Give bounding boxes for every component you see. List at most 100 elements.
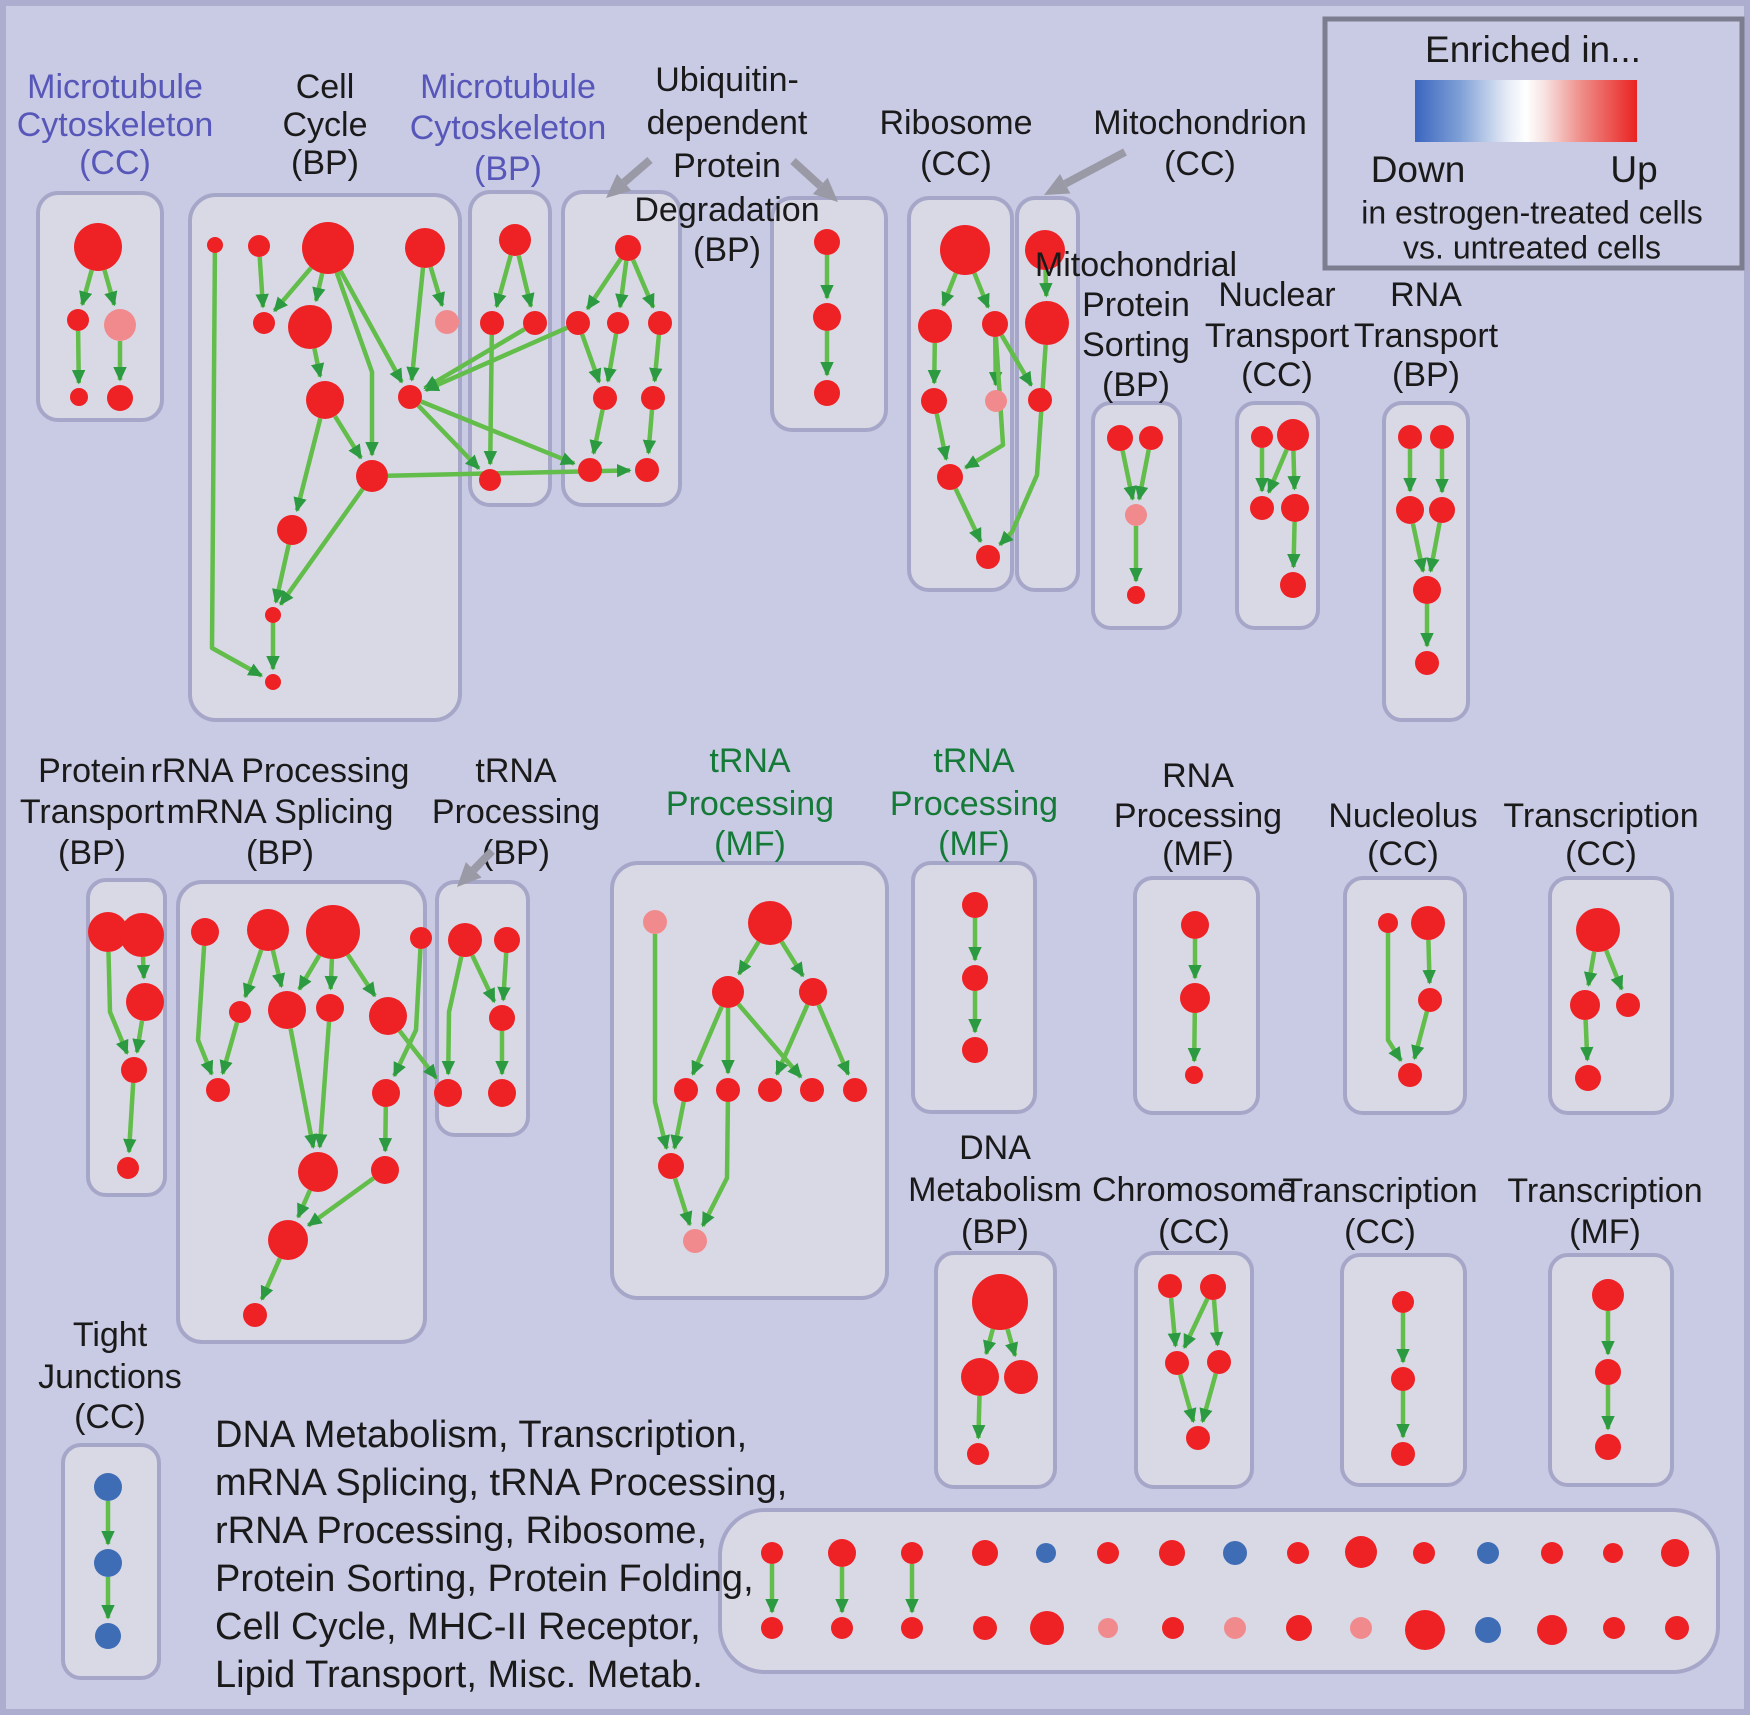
- go-edge-cell-cycle-bp: [209, 252, 263, 678]
- group-label-transcription-cc-row3: (CC): [1344, 1213, 1416, 1251]
- go-term-node-trna-processing-mf-large-9: [658, 1153, 684, 1179]
- go-edge-microtubule-cytoskeleton-bp: [516, 255, 535, 308]
- go-term-node-dna-metabolism-bp-2: [1004, 1360, 1038, 1394]
- group-label-trna-processing-bp: Processing: [432, 793, 600, 831]
- group-label-ubiquitin-dependent-protein-degradation-bp: Ubiquitin-: [655, 61, 799, 99]
- go-term-node-dna-metabolism-bp-0: [972, 1274, 1028, 1330]
- go-term-node-ubiquitin-dependent-protein-degradation-bp-1: [566, 311, 590, 335]
- group-label-tight-junctions-cc: (CC): [74, 1398, 146, 1436]
- go-edge-ubiquitin-dependent-protein-degradation-bp: [589, 409, 605, 455]
- go-term-node-nuclear-transport-cc-4: [1280, 572, 1306, 598]
- go-edge-trna-processing-mf-large: [816, 1004, 851, 1076]
- go-term-node-tight-junctions-cc-1: [94, 1549, 122, 1577]
- note-line: DNA Metabolism, Transcription,: [215, 1414, 747, 1456]
- go-term-node-cell-cycle-bp-5: [288, 305, 332, 349]
- group-label-mitochondrial-protein-sorting-bp: (BP): [1102, 366, 1170, 404]
- go-term-node-mitochondrion-cc-0: [1025, 230, 1065, 270]
- group-box-chromosome-cc: [1134, 1251, 1254, 1489]
- go-term-node-ubiquitin-dependent-protein-degradation-bp-6: [578, 458, 602, 482]
- go-edge-ubiquitin-dependent-protein-degradation-bp: [603, 333, 619, 383]
- group-label-ribosome-cc: (CC): [920, 145, 992, 183]
- go-edge-nucleolus-cc: [1385, 933, 1403, 1062]
- group-label-ubiquitin-dependent-protein-degradation-bp: dependent: [647, 104, 808, 142]
- go-edge-trna-processing-mf-large: [779, 940, 805, 978]
- go-term-node-nuclear-transport-cc-0: [1251, 426, 1273, 448]
- go-edge-nuclear-transport-cc: [1266, 448, 1289, 494]
- group-label-microtubule-cytoskeleton-cc: Microtubule: [27, 68, 203, 106]
- go-term-node-misc-strip-17: [901, 1617, 923, 1639]
- go-term-node-misc-strip-23: [1286, 1615, 1312, 1641]
- go-term-node-cell-cycle-bp-1: [248, 235, 270, 257]
- go-edge-rrna-processing-mrna-splicing-bp: [378, 1106, 393, 1153]
- go-term-node-misc-strip-8: [1287, 1542, 1309, 1564]
- go-term-node-cell-cycle-bp-12: [265, 674, 281, 690]
- go-term-node-tight-junctions-cc-0: [94, 1473, 122, 1501]
- go-term-node-transcription-cc-row3-2: [1391, 1442, 1415, 1466]
- go-edge-transcription-cc-row2: [1580, 1019, 1594, 1062]
- go-edge-microtubule-cytoskeleton-bp: [493, 254, 513, 309]
- go-edge-transcription-cc-row2: [1583, 951, 1598, 987]
- go-edge-rrna-processing-mrna-splicing-bp: [306, 1176, 375, 1228]
- go-term-node-chromosome-cc-3: [1207, 1350, 1231, 1374]
- go-term-node-trna-processing-bp-4: [488, 1079, 516, 1107]
- go-term-node-misc-strip-27: [1537, 1615, 1567, 1645]
- go-term-node-trna-processing-mf-large-4: [674, 1078, 698, 1102]
- go-term-node-nucleolus-cc-1: [1411, 906, 1445, 940]
- go-term-node-ubiquitin-dependent-protein-degradation-bp-7: [635, 458, 659, 482]
- group-label-rna-processing-mf: Processing: [1114, 797, 1282, 835]
- go-term-node-cell-cycle-bp-3: [405, 228, 445, 268]
- go-edge-rrna-processing-mrna-splicing-bp: [243, 949, 264, 999]
- go-edge-rrna-processing-mrna-splicing-bp: [392, 948, 423, 1078]
- go-term-node-ubiquitin-dependent-protein-degradation-bp-4: [593, 386, 617, 410]
- go-edge-dna-metabolism-bp: [1005, 1328, 1019, 1358]
- go-term-node-trna-processing-mf-large-0: [643, 910, 667, 934]
- go-term-node-misc-strip-13: [1603, 1543, 1623, 1563]
- go-edge-dna-metabolism-bp: [983, 1328, 997, 1356]
- group-label-rna-transport-bp: Transport: [1354, 317, 1499, 355]
- go-edge-rrna-processing-mrna-splicing-bp: [324, 958, 338, 991]
- go-term-node-trna-processing-bp-3: [434, 1079, 462, 1107]
- go-term-node-transcription-cc-row2-3: [1575, 1065, 1601, 1091]
- go-edge-trna-processing-mf-large: [690, 1005, 724, 1076]
- pointer-arrow: [790, 158, 823, 189]
- group-label-ubiquitin-dependent-protein-degradation-bp: (BP): [693, 231, 761, 269]
- group-label-microtubule-cytoskeleton-bp: (BP): [474, 150, 542, 188]
- go-edge-trna-processing-bp: [497, 952, 511, 1002]
- go-term-node-misc-strip-29: [1665, 1616, 1689, 1640]
- go-term-node-ribosome-cc-0: [940, 225, 990, 275]
- nodes-layer: [67, 222, 1689, 1650]
- go-term-node-trna-processing-mf-large-2: [712, 976, 744, 1008]
- go-edge-rrna-processing-mrna-splicing-bp: [296, 1189, 312, 1219]
- go-term-node-misc-strip-24: [1350, 1617, 1372, 1639]
- go-term-node-ubiquitin-dependent-protein-degradation-bp-2: [607, 312, 629, 334]
- go-edge-rrna-processing-mrna-splicing-bp: [288, 1028, 318, 1149]
- group-box-misc-strip: [718, 1508, 1720, 1674]
- go-cross-edge: [416, 404, 481, 471]
- go-edge-ubiquitin-dependent-protein-degradation-bp: [631, 259, 656, 309]
- go-edge-rrna-processing-mrna-splicing-bp: [219, 1021, 240, 1076]
- go-term-node-mitochondrial-protein-sorting-bp-2: [1125, 504, 1147, 526]
- legend-gradient-bar: [1415, 80, 1637, 142]
- go-term-node-trna-processing-mf-small-1: [962, 965, 988, 991]
- go-term-node-ribosome-cc-4: [985, 390, 1007, 412]
- go-term-node-trna-processing-mf-small-0: [962, 892, 988, 918]
- go-term-node-cell-cycle-bp-2: [302, 222, 354, 274]
- legend-up-label: Up: [1610, 149, 1657, 190]
- go-term-node-rna-transport-bp-5: [1415, 651, 1439, 675]
- go-term-node-trna-processing-mf-large-5: [716, 1078, 740, 1102]
- go-edge-ribosome-cc: [934, 413, 951, 461]
- go-term-node-microtubule-cytoskeleton-bp-2: [523, 311, 547, 335]
- go-term-node-misc-strip-3: [972, 1540, 998, 1566]
- go-term-node-transcription-mf-1: [1595, 1359, 1621, 1385]
- go-term-node-rrna-processing-mrna-splicing-bp-12: [268, 1220, 308, 1260]
- go-edge-cell-cycle-bp: [334, 271, 379, 457]
- go-term-node-rrna-processing-mrna-splicing-bp-0: [191, 918, 219, 946]
- go-edge-cell-cycle-bp: [406, 267, 426, 382]
- go-term-node-misc-strip-11: [1477, 1542, 1499, 1564]
- go-term-node-rna-transport-bp-0: [1398, 425, 1422, 449]
- pointer-arrow: [1063, 148, 1127, 188]
- go-term-node-protein-transport-bp-3: [121, 1057, 147, 1083]
- go-term-node-rrna-processing-mrna-splicing-bp-5: [268, 991, 306, 1029]
- go-cross-edge: [424, 325, 568, 393]
- go-edge-rrna-processing-mrna-splicing-bp: [270, 949, 286, 989]
